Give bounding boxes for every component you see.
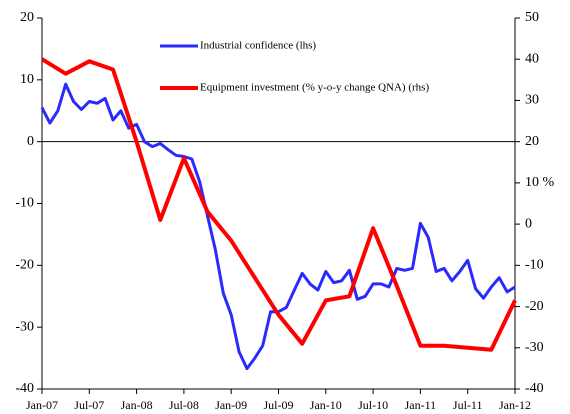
x-tick-label: Jul-10 bbox=[358, 398, 388, 412]
x-tick-label: Jan-08 bbox=[121, 398, 153, 412]
y-tick-label: -40 bbox=[15, 381, 34, 396]
y-tick-label: 0 bbox=[27, 134, 34, 149]
x-tick-label: Jul-09 bbox=[264, 398, 294, 412]
y-tick-label: 10 bbox=[20, 72, 34, 87]
y-tick-label: -10 bbox=[15, 196, 34, 211]
x-tick-label: Jul-07 bbox=[74, 398, 104, 412]
y2-tick-label: 0 bbox=[525, 216, 532, 231]
legend-label: Industrial confidence (lhs) bbox=[200, 40, 316, 52]
series-line bbox=[40, 82, 516, 371]
y2-tick-label: 20 bbox=[525, 134, 539, 149]
y2-tick-label: 40 bbox=[525, 51, 539, 66]
x-tick-label: Jul-11 bbox=[453, 398, 483, 412]
x-tick-label: Jan-12 bbox=[499, 398, 531, 412]
y2-tick-label: 30 bbox=[525, 93, 539, 108]
x-tick-label: Jan-10 bbox=[310, 398, 342, 412]
x-tick-label: Jul-08 bbox=[169, 398, 199, 412]
x-tick-label: Jan-07 bbox=[26, 398, 58, 412]
y2-tick-label: -40 bbox=[525, 381, 544, 396]
y2-tick-label: 10 % bbox=[525, 175, 555, 190]
y-tick-label: 20 bbox=[20, 10, 34, 25]
y2-tick-label: -20 bbox=[525, 299, 544, 314]
y2-tick-label: -10 bbox=[525, 258, 544, 273]
y-tick-label: -30 bbox=[15, 319, 34, 334]
legend-label: Equipment investment (% y-o-y change QNA… bbox=[200, 82, 429, 94]
x-tick-label: Jan-11 bbox=[405, 398, 437, 412]
series-line bbox=[40, 57, 517, 352]
y2-tick-label: -30 bbox=[525, 340, 544, 355]
y-tick-label: -20 bbox=[15, 258, 34, 273]
y2-tick-label: 50 bbox=[525, 10, 539, 25]
x-tick-label: Jan-09 bbox=[215, 398, 247, 412]
